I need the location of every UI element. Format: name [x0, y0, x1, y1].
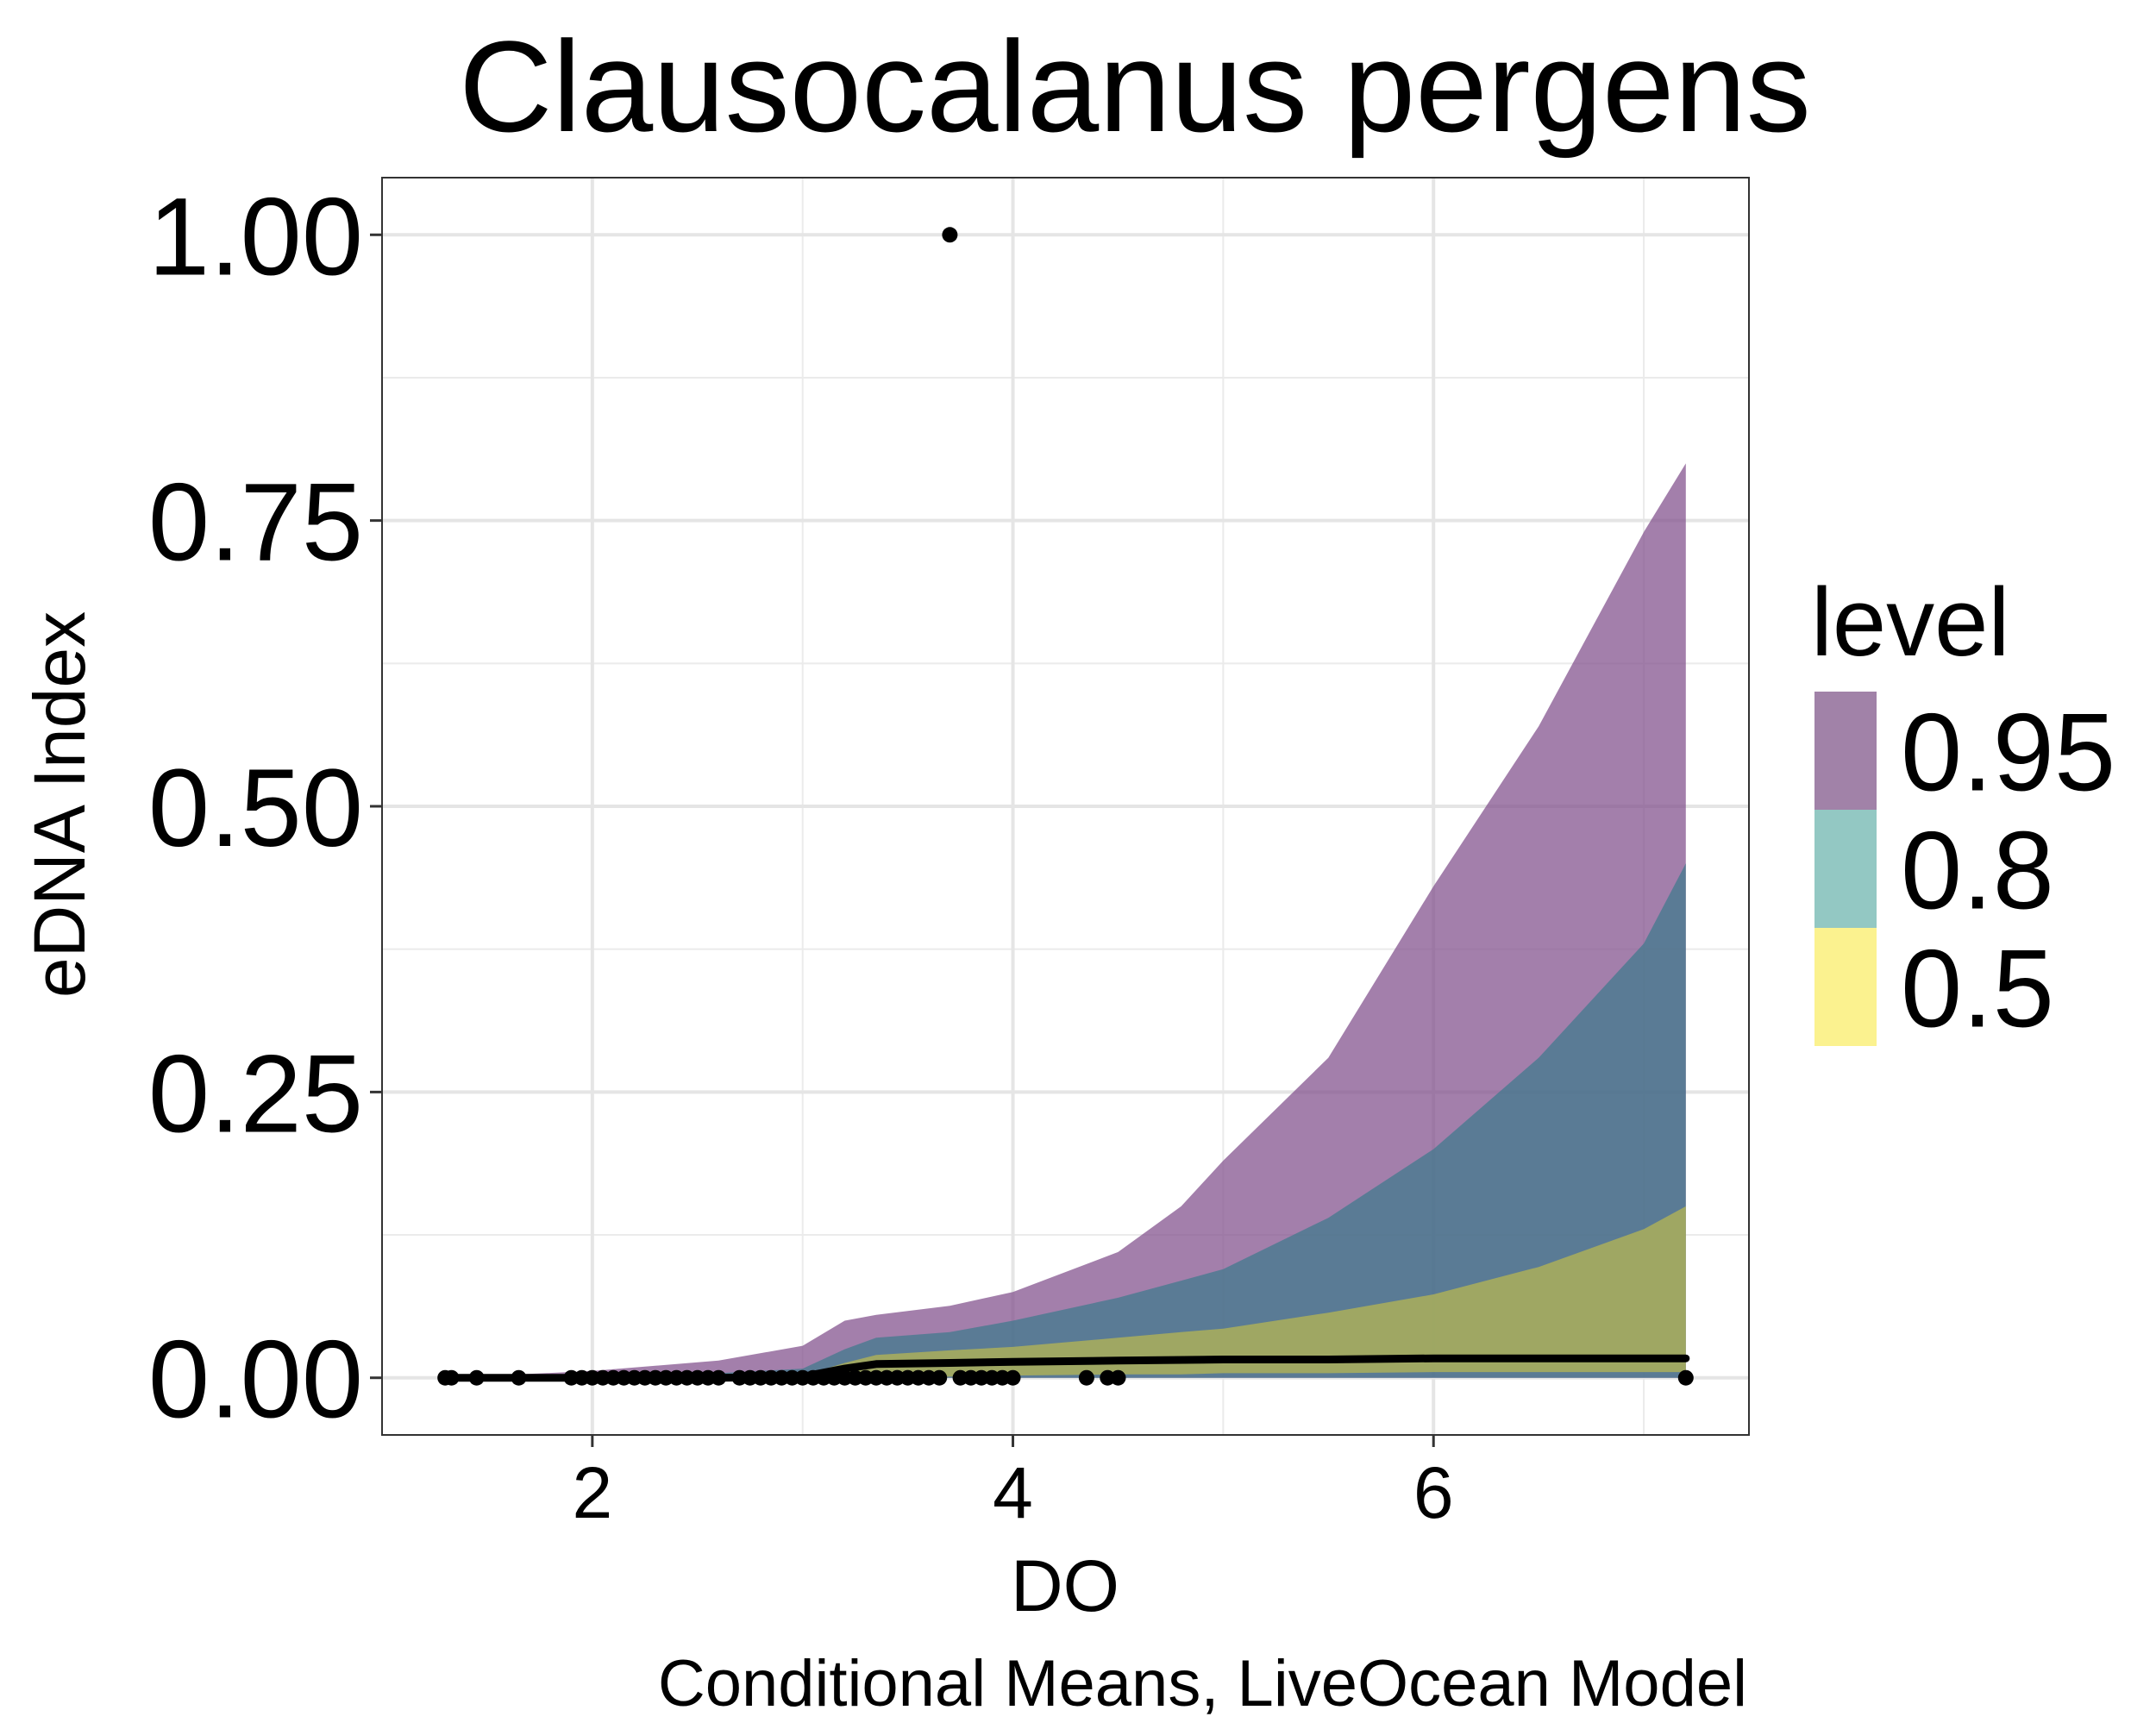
- legend-label-0-8: 0.8: [1901, 810, 2054, 933]
- y-tick-label: 0.25: [148, 1032, 363, 1156]
- y-axis-title: eDNA Index: [19, 611, 100, 998]
- data-points: [437, 227, 1694, 1386]
- data-point: [443, 1369, 460, 1386]
- x-axis: 2 4 6: [572, 1435, 1454, 1533]
- confidence-bands: [445, 463, 1686, 1378]
- legend-key-0-95: [1814, 692, 1877, 810]
- data-point: [711, 1369, 727, 1386]
- legend-key-0-5: [1814, 928, 1877, 1046]
- x-tick-label: 6: [1413, 1452, 1454, 1533]
- legend-label-0-95: 0.95: [1901, 692, 2115, 815]
- legend-items: 0.950.80.5: [1814, 692, 2115, 1051]
- data-point: [942, 227, 958, 243]
- legend-key-0-8: [1814, 810, 1877, 928]
- data-point: [1078, 1369, 1094, 1386]
- x-tick-label: 4: [993, 1452, 1033, 1533]
- chart-caption: Conditional Means, LiveOcean Model: [658, 1647, 1747, 1720]
- band-0-95: [445, 463, 1686, 1378]
- x-tick-label: 2: [572, 1452, 612, 1533]
- chart-title: Clausocalanus pergens: [459, 14, 1811, 159]
- plot-area: [381, 177, 1750, 1436]
- data-point: [511, 1369, 527, 1386]
- data-point: [1677, 1369, 1694, 1386]
- y-axis: 0.00 0.25 0.50 0.75 1.00: [148, 175, 382, 1442]
- data-point: [1110, 1369, 1126, 1386]
- legend-label-0-5: 0.5: [1901, 928, 2054, 1051]
- y-tick-label: 0.00: [148, 1319, 363, 1442]
- y-tick-label: 0.75: [148, 461, 363, 585]
- data-point: [468, 1369, 485, 1386]
- data-point: [931, 1369, 948, 1386]
- x-axis-title: DO: [1011, 1545, 1119, 1626]
- band-0-5: [445, 1206, 1686, 1378]
- legend: level 0.950.80.5: [1811, 568, 2115, 1051]
- band-0-8: [445, 863, 1686, 1378]
- data-point: [1005, 1369, 1021, 1386]
- y-tick-label: 0.50: [148, 747, 363, 870]
- y-tick-label: 1.00: [148, 175, 363, 298]
- legend-title: level: [1811, 568, 2009, 676]
